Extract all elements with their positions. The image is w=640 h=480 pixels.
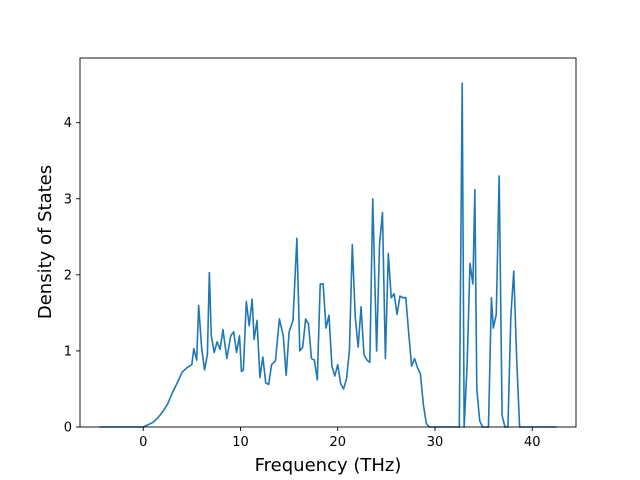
y-axis-label: Density of States <box>35 165 56 319</box>
x-tick-label: 10 <box>232 435 249 450</box>
x-axis-ticks: 0 10 20 30 40 <box>139 427 541 450</box>
x-tick-label: 40 <box>524 435 541 450</box>
y-tick-label: 3 <box>64 192 72 207</box>
x-axis-label: Frequency (THz) <box>255 455 402 476</box>
x-tick-label: 30 <box>427 435 444 450</box>
y-tick-label: 1 <box>64 344 72 359</box>
x-tick-label: 0 <box>139 435 147 450</box>
plot-area <box>79 57 577 428</box>
series-line-0 <box>99 82 557 428</box>
y-tick-label: 0 <box>64 421 72 436</box>
x-tick-label: 20 <box>329 435 346 450</box>
plot-frame <box>79 57 577 428</box>
y-tick-label: 2 <box>64 268 72 283</box>
y-tick-label: 4 <box>64 116 72 131</box>
y-axis-ticks: 0 1 2 3 4 <box>64 116 80 436</box>
